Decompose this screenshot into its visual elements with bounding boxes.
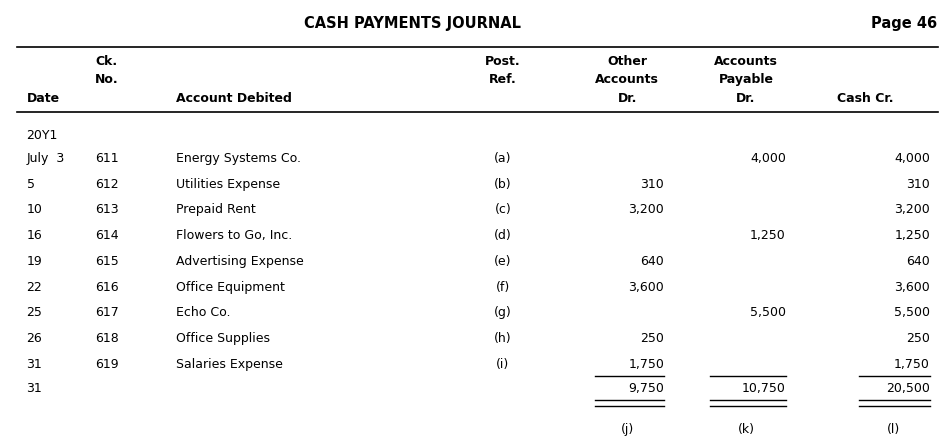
Text: 1,250: 1,250 — [750, 229, 786, 242]
Text: 3,600: 3,600 — [894, 281, 930, 293]
Text: Page 46: Page 46 — [871, 16, 938, 31]
Text: Other: Other — [607, 55, 647, 68]
Text: Energy Systems Co.: Energy Systems Co. — [176, 152, 301, 165]
Text: (f): (f) — [495, 281, 511, 293]
Text: Cash Cr.: Cash Cr. — [837, 92, 894, 105]
Text: Accounts: Accounts — [595, 73, 660, 87]
Text: Office Equipment: Office Equipment — [176, 281, 285, 293]
Text: 612: 612 — [95, 178, 119, 190]
Text: 5: 5 — [27, 178, 34, 190]
Text: 4,000: 4,000 — [894, 152, 930, 165]
Text: Office Supplies: Office Supplies — [176, 332, 270, 345]
Text: CASH PAYMENTS JOURNAL: CASH PAYMENTS JOURNAL — [305, 16, 521, 31]
Text: 31: 31 — [27, 382, 43, 395]
Text: Dr.: Dr. — [618, 92, 637, 105]
Text: 1,250: 1,250 — [894, 229, 930, 242]
Text: Payable: Payable — [718, 73, 773, 87]
Text: 31: 31 — [27, 358, 43, 371]
Text: (a): (a) — [494, 152, 512, 165]
Text: Dr.: Dr. — [736, 92, 755, 105]
Text: 10,750: 10,750 — [742, 382, 786, 395]
Text: (l): (l) — [887, 423, 901, 436]
Text: Flowers to Go, Inc.: Flowers to Go, Inc. — [176, 229, 291, 242]
Text: 250: 250 — [641, 332, 664, 345]
Text: 310: 310 — [641, 178, 664, 190]
Text: Prepaid Rent: Prepaid Rent — [176, 203, 255, 216]
Text: Advertising Expense: Advertising Expense — [176, 255, 304, 268]
Text: Date: Date — [27, 92, 60, 105]
Text: 16: 16 — [27, 229, 43, 242]
Text: 9,750: 9,750 — [628, 382, 664, 395]
Text: 617: 617 — [95, 306, 119, 319]
Text: 3,200: 3,200 — [894, 203, 930, 216]
Text: (k): (k) — [737, 423, 754, 436]
Text: 20Y1: 20Y1 — [27, 129, 58, 142]
Text: (i): (i) — [496, 358, 510, 371]
Text: Post.: Post. — [485, 55, 521, 68]
Text: 20,500: 20,500 — [886, 382, 930, 395]
Text: 10: 10 — [27, 203, 43, 216]
Text: 611: 611 — [95, 152, 119, 165]
Text: 616: 616 — [95, 281, 119, 293]
Text: 3,200: 3,200 — [628, 203, 664, 216]
Text: July  3: July 3 — [27, 152, 65, 165]
Text: (h): (h) — [494, 332, 512, 345]
Text: (e): (e) — [494, 255, 512, 268]
Text: 613: 613 — [95, 203, 119, 216]
Text: 640: 640 — [641, 255, 664, 268]
Text: 5,500: 5,500 — [750, 306, 786, 319]
Text: 26: 26 — [27, 332, 43, 345]
Text: No.: No. — [95, 73, 119, 87]
Text: Salaries Expense: Salaries Expense — [176, 358, 283, 371]
Text: Ref.: Ref. — [489, 73, 517, 87]
Text: 310: 310 — [906, 178, 930, 190]
Text: 4,000: 4,000 — [750, 152, 786, 165]
Text: Utilities Expense: Utilities Expense — [176, 178, 280, 190]
Text: Account Debited: Account Debited — [176, 92, 291, 105]
Text: 5,500: 5,500 — [894, 306, 930, 319]
Text: Ck.: Ck. — [95, 55, 117, 68]
Text: 619: 619 — [95, 358, 119, 371]
Text: 1,750: 1,750 — [628, 358, 664, 371]
Text: 1,750: 1,750 — [894, 358, 930, 371]
Text: 22: 22 — [27, 281, 43, 293]
Text: Accounts: Accounts — [714, 55, 778, 68]
Text: 614: 614 — [95, 229, 119, 242]
Text: Echo Co.: Echo Co. — [176, 306, 230, 319]
Text: 25: 25 — [27, 306, 43, 319]
Text: 19: 19 — [27, 255, 43, 268]
Text: 618: 618 — [95, 332, 119, 345]
Text: (g): (g) — [494, 306, 512, 319]
Text: (d): (d) — [494, 229, 512, 242]
Text: 640: 640 — [906, 255, 930, 268]
Text: 3,600: 3,600 — [628, 281, 664, 293]
Text: 250: 250 — [906, 332, 930, 345]
Text: (j): (j) — [621, 423, 634, 436]
Text: 615: 615 — [95, 255, 119, 268]
Text: (b): (b) — [494, 178, 512, 190]
Text: (c): (c) — [494, 203, 512, 216]
